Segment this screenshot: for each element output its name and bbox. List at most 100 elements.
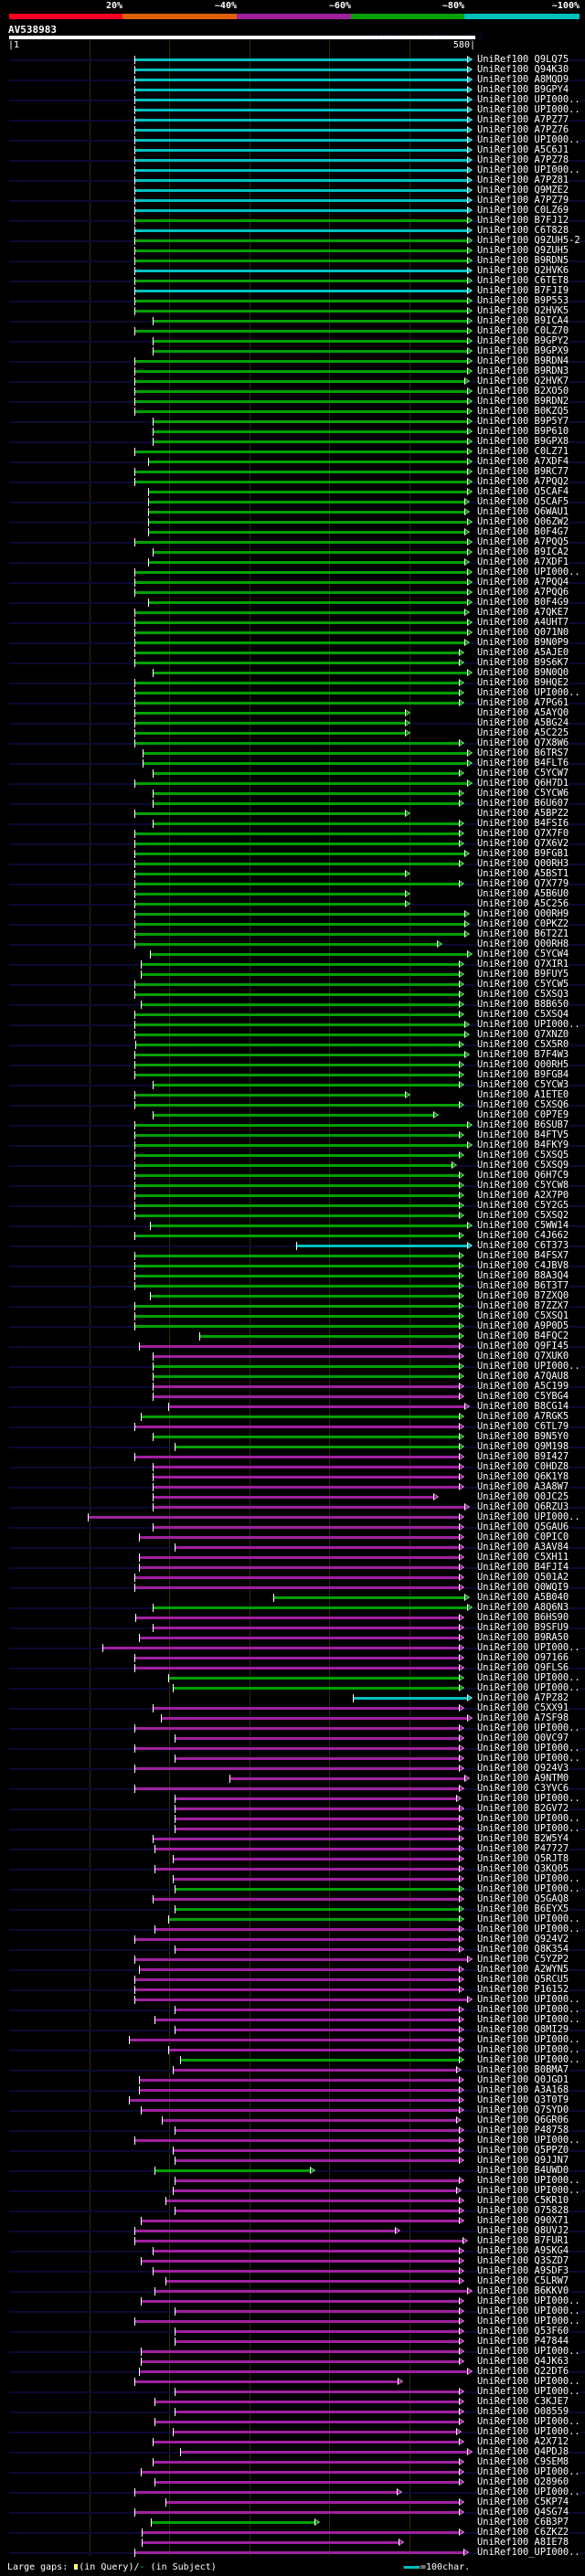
hit-bar-green[interactable] xyxy=(133,280,468,282)
hit-bar-cyan[interactable] xyxy=(133,69,468,71)
hit-label[interactable]: UniRef100_B6T2Z1 xyxy=(477,928,569,939)
hit-label[interactable]: UniRef100_C6TL79 xyxy=(477,1421,569,1432)
hit-bar-magenta[interactable] xyxy=(152,1476,460,1479)
hit-label[interactable]: UniRef100_Q6K1Y8 xyxy=(477,1471,569,1482)
hit-row[interactable]: UniRef100_UPI000.. xyxy=(0,1672,585,1683)
hit-row[interactable]: UniRef100_B0KZQ5 xyxy=(0,406,585,417)
hit-bar-green[interactable] xyxy=(133,1144,468,1147)
hit-row[interactable]: UniRef100_B4UWD0 xyxy=(0,2165,585,2176)
hit-bar-magenta[interactable] xyxy=(152,1838,460,1840)
hit-bar-green[interactable] xyxy=(133,1064,460,1066)
hit-row[interactable]: UniRef100_B0BMA7 xyxy=(0,2064,585,2075)
hit-row[interactable]: UniRef100_Q5PPZ0 xyxy=(0,2145,585,2156)
hit-bar-green[interactable] xyxy=(148,601,468,604)
hit-bar-magenta[interactable] xyxy=(141,2300,460,2303)
hit-bar-green[interactable] xyxy=(133,1174,460,1177)
hit-label[interactable]: UniRef100_A7RGK5 xyxy=(477,1411,569,1422)
hit-label[interactable]: UniRef100_UPI000.. xyxy=(477,1823,580,1834)
hit-bar-magenta[interactable] xyxy=(160,1717,468,1720)
hit-bar-magenta[interactable] xyxy=(141,2109,460,2112)
hit-bar-green[interactable] xyxy=(133,390,468,393)
hit-row[interactable]: UniRef100_UPI000.. xyxy=(0,104,585,115)
hit-row[interactable]: UniRef100_B8CG14 xyxy=(0,1401,585,1412)
hit-label[interactable]: UniRef100_UPI000.. xyxy=(477,2135,580,2146)
hit-bar-magenta[interactable] xyxy=(133,1958,468,1961)
hit-bar-green[interactable] xyxy=(133,621,468,624)
hit-label[interactable]: UniRef100_C0PKZ2 xyxy=(477,918,569,929)
hit-row[interactable]: UniRef100_C5LRW7 xyxy=(0,2275,585,2286)
hit-bar-green[interactable] xyxy=(152,350,468,353)
hit-bar-magenta[interactable] xyxy=(133,1456,460,1458)
hit-bar-magenta[interactable] xyxy=(154,2481,460,2484)
hit-bar-green[interactable] xyxy=(141,1415,460,1418)
hit-row[interactable]: UniRef100_A5BPZ2 xyxy=(0,808,585,819)
hit-label[interactable]: UniRef100_UPI000.. xyxy=(477,2014,580,2025)
hit-row[interactable]: UniRef100_C5YCW5 xyxy=(0,979,585,990)
hit-label[interactable]: UniRef100_A5B040 xyxy=(477,1592,569,1603)
hit-bar-cyan[interactable] xyxy=(133,119,468,122)
hit-row[interactable]: UniRef100_B6TRS7 xyxy=(0,747,585,758)
hit-row[interactable]: UniRef100_B9S6K7 xyxy=(0,657,585,668)
hit-row[interactable]: UniRef100_A5BG24 xyxy=(0,717,585,728)
hit-row[interactable]: UniRef100_UPI000.. xyxy=(0,2386,585,2397)
hit-label[interactable]: UniRef100_UPI000.. xyxy=(477,2004,580,2015)
hit-label[interactable]: UniRef100_Q9LQ75 xyxy=(477,54,569,65)
hit-bar-magenta[interactable] xyxy=(152,1385,460,1388)
hit-label[interactable]: UniRef100_UPI000.. xyxy=(477,1019,580,1030)
hit-row[interactable]: UniRef100_Q8K354 xyxy=(0,1944,585,1955)
hit-label[interactable]: UniRef100_B7FUR1 xyxy=(477,2235,569,2246)
hit-row[interactable]: UniRef100_A7RGK5 xyxy=(0,1411,585,1422)
hit-bar-magenta[interactable] xyxy=(133,2230,395,2232)
hit-row[interactable]: UniRef100_B9FGB1 xyxy=(0,848,585,859)
hit-bar-green[interactable] xyxy=(133,682,460,684)
hit-bar-magenta[interactable] xyxy=(133,1998,468,2001)
hit-label[interactable]: UniRef100_A7PZ78 xyxy=(477,154,569,165)
hit-label[interactable]: UniRef100_A5AYQ0 xyxy=(477,707,569,718)
hit-row[interactable]: UniRef100_B9FGB4 xyxy=(0,1069,585,1080)
hit-label[interactable]: UniRef100_B4FLT6 xyxy=(477,758,569,769)
hit-label[interactable]: UniRef100_C5LRW7 xyxy=(477,2275,569,2286)
hit-row[interactable]: UniRef100_C5X5R0 xyxy=(0,1039,585,1050)
hit-row[interactable]: UniRef100_C0LZ70 xyxy=(0,325,585,336)
hit-label[interactable]: UniRef100_Q9M198 xyxy=(477,1441,569,1452)
hit-bar-magenta[interactable] xyxy=(174,2310,460,2313)
hit-row[interactable]: UniRef100_C6T828 xyxy=(0,225,585,236)
hit-bar-cyan[interactable] xyxy=(296,1245,468,1247)
hit-label[interactable]: UniRef100_C5XSQ4 xyxy=(477,1009,569,1020)
hit-bar-magenta[interactable] xyxy=(138,1556,460,1559)
hit-bar-magenta[interactable] xyxy=(142,2541,399,2544)
hit-bar-green[interactable] xyxy=(154,2169,310,2172)
hit-bar-magenta[interactable] xyxy=(129,2099,460,2102)
hit-bar-green[interactable] xyxy=(133,1134,460,1137)
hit-row[interactable]: UniRef100_A9SDF3 xyxy=(0,2265,585,2276)
hit-label[interactable]: UniRef100_B6TRS7 xyxy=(477,747,569,758)
hit-row[interactable]: UniRef100_UPI000.. xyxy=(0,1793,585,1804)
hit-label[interactable]: UniRef100_B7FJI9 xyxy=(477,285,569,296)
hit-label[interactable]: UniRef100_Q5CAF4 xyxy=(477,486,569,497)
hit-row[interactable]: UniRef100_A3A168 xyxy=(0,2084,585,2095)
hit-row[interactable]: UniRef100_UPI000.. xyxy=(0,1913,585,1924)
hit-bar-green[interactable] xyxy=(133,641,464,644)
hit-bar-cyan[interactable] xyxy=(133,169,468,172)
hit-row[interactable]: UniRef100_C5YBG4 xyxy=(0,1391,585,1402)
hit-label[interactable]: UniRef100_C5YCW4 xyxy=(477,949,569,959)
hit-label[interactable]: UniRef100_P47727 xyxy=(477,1843,569,1854)
hit-row[interactable]: UniRef100_Q501A2 xyxy=(0,1572,585,1583)
hit-bar-magenta[interactable] xyxy=(174,2159,460,2162)
hit-label[interactable]: UniRef100_A5BST1 xyxy=(477,868,569,879)
hit-label[interactable]: UniRef100_A7PZ76 xyxy=(477,124,569,135)
hit-bar-magenta[interactable] xyxy=(165,2200,460,2202)
hit-bar-green[interactable] xyxy=(133,873,406,875)
hit-bar-green[interactable] xyxy=(133,1214,460,1217)
hit-label[interactable]: UniRef100_A2X7P0 xyxy=(477,1190,569,1201)
hit-bar-green[interactable] xyxy=(152,672,468,674)
hit-bar-cyan[interactable] xyxy=(133,99,468,101)
hit-label[interactable]: UniRef100_UPI000.. xyxy=(477,2416,580,2427)
hit-label[interactable]: UniRef100_B9RDN4 xyxy=(477,355,569,366)
hit-bar-green[interactable] xyxy=(133,1275,460,1277)
hit-bar-magenta[interactable] xyxy=(138,1968,460,1971)
hit-label[interactable]: UniRef100_C5YCW3 xyxy=(477,1079,569,1090)
hit-bar-magenta[interactable] xyxy=(172,1858,460,1860)
hit-bar-green[interactable] xyxy=(133,380,464,383)
hit-label[interactable]: UniRef100_Q28960 xyxy=(477,2476,569,2487)
